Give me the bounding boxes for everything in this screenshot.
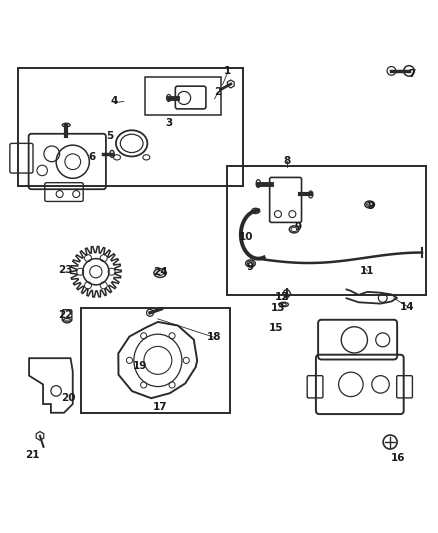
Text: 22: 22 xyxy=(58,310,73,319)
Text: 16: 16 xyxy=(391,453,405,463)
Text: 13: 13 xyxy=(271,303,285,313)
Text: 15: 15 xyxy=(268,322,283,333)
Bar xyxy=(81,308,230,413)
Text: 8: 8 xyxy=(283,156,290,166)
Text: 14: 14 xyxy=(400,302,415,312)
Text: 21: 21 xyxy=(25,450,39,460)
Bar xyxy=(145,77,221,115)
Text: 4: 4 xyxy=(110,96,118,107)
Bar xyxy=(227,166,426,295)
Text: 2: 2 xyxy=(215,87,222,97)
Text: 6: 6 xyxy=(89,152,96,163)
Text: 12: 12 xyxy=(275,292,290,302)
Text: 20: 20 xyxy=(61,393,76,403)
Text: 9: 9 xyxy=(367,201,374,211)
Text: 9: 9 xyxy=(294,222,301,232)
Text: 5: 5 xyxy=(106,132,113,141)
Text: 18: 18 xyxy=(206,332,221,342)
Text: 24: 24 xyxy=(153,266,167,277)
Text: 19: 19 xyxy=(132,361,147,371)
Text: 1: 1 xyxy=(224,66,231,76)
Text: 3: 3 xyxy=(165,118,173,128)
Text: 17: 17 xyxy=(153,402,167,412)
Text: 23: 23 xyxy=(58,265,73,275)
Text: 7: 7 xyxy=(408,69,416,79)
Bar xyxy=(18,68,243,185)
Text: 11: 11 xyxy=(360,266,374,276)
Text: 9: 9 xyxy=(247,262,254,272)
Text: 10: 10 xyxy=(239,232,253,242)
